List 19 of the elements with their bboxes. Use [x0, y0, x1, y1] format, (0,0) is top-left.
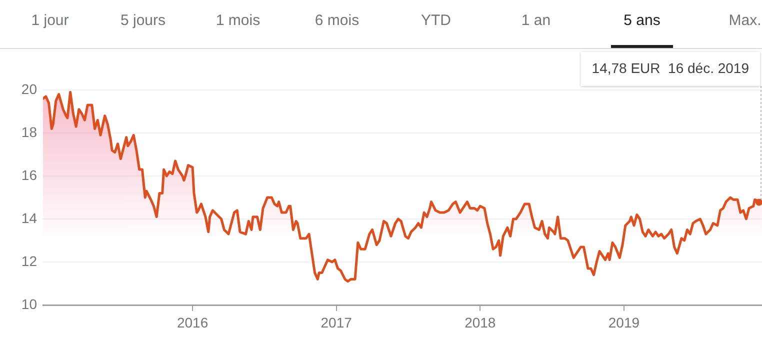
y-tick-label: 16	[21, 166, 38, 183]
text: 5 jours	[120, 12, 166, 29]
x-tick-label: 2019	[608, 314, 640, 330]
text: 1 an	[521, 12, 551, 29]
text: 6 mois	[314, 12, 360, 29]
x-tick-label: 2018	[464, 314, 496, 330]
y-tick-label: 10	[21, 296, 38, 312]
y-tick-label: 12	[21, 252, 38, 269]
annotation: 14,78 EUR 16 déc. 2019	[592, 60, 750, 76]
x-tick-label: 2016	[176, 314, 208, 330]
text: Max.	[728, 12, 762, 29]
y-tick-label: 20	[21, 80, 38, 97]
text: 1 mois	[216, 12, 260, 29]
text: 5 ans	[624, 12, 660, 29]
text: 1 jour	[31, 12, 69, 29]
y-tick-label: 18	[21, 124, 38, 140]
y-tick-label: 14	[21, 210, 38, 226]
x-tick-label: 2017	[320, 314, 352, 330]
text: YTD	[421, 12, 451, 29]
